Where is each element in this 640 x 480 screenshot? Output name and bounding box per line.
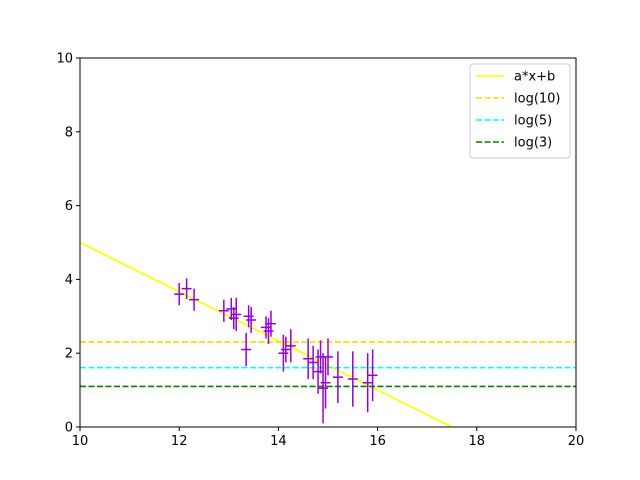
errorbar-point [323, 338, 333, 376]
legend-label: a*x+b [514, 70, 555, 85]
y-tick-label: 10 [56, 52, 73, 67]
x-tick-label: 18 [469, 434, 486, 449]
legend-label: log(5) [514, 114, 552, 129]
legend-label: log(3) [514, 136, 552, 151]
errorbar-point [181, 278, 192, 299]
errorbar-point [243, 305, 254, 328]
x-tick-label: 14 [270, 434, 287, 449]
legend: a*x+b log(10) log(5) log(3) [469, 63, 571, 159]
errorbar-point [231, 297, 242, 332]
axes-frame [79, 57, 577, 428]
errorbar-point [266, 310, 276, 337]
errorbar-point [261, 316, 271, 339]
errorbar-point [362, 353, 373, 413]
y-tick-label: 6 [65, 199, 73, 214]
y-tick-label: 4 [65, 273, 73, 288]
y-tick-label: 2 [65, 347, 73, 362]
errorbar-point [174, 283, 185, 306]
x-tick-label: 12 [171, 434, 188, 449]
errorbar-point [246, 307, 257, 333]
errorbar-point [189, 288, 200, 311]
errorbar-point [332, 351, 343, 404]
y-tick-label: 8 [65, 125, 73, 140]
legend-label: log(10) [514, 92, 561, 107]
errorbar-point [263, 318, 274, 344]
x-tick-label: 20 [568, 434, 585, 449]
plot-area: 10 12 14 16 18 20 0 2 4 6 8 10 a*x+b log(10) log(5) log… [56, 52, 584, 450]
x-tick-label: 16 [369, 434, 386, 449]
errorbar-point [347, 351, 358, 407]
errorbar-point [226, 297, 237, 320]
errorbar-point [285, 329, 296, 363]
errorbar-point [320, 356, 331, 409]
errorbar-point [367, 349, 378, 402]
legend-box [469, 63, 571, 159]
plot-series-group [80, 241, 576, 427]
x-tick-label: 10 [72, 434, 89, 449]
y-tick-label: 0 [65, 421, 73, 436]
errorbar-point [308, 345, 319, 380]
errorbar-point [228, 307, 239, 330]
errorbar-point [278, 334, 289, 372]
errorbar-point [303, 338, 314, 380]
errorbar-point [241, 332, 252, 367]
errorbar-point [280, 336, 291, 363]
errorbar-point [218, 299, 229, 322]
errorbar-point [318, 353, 328, 424]
